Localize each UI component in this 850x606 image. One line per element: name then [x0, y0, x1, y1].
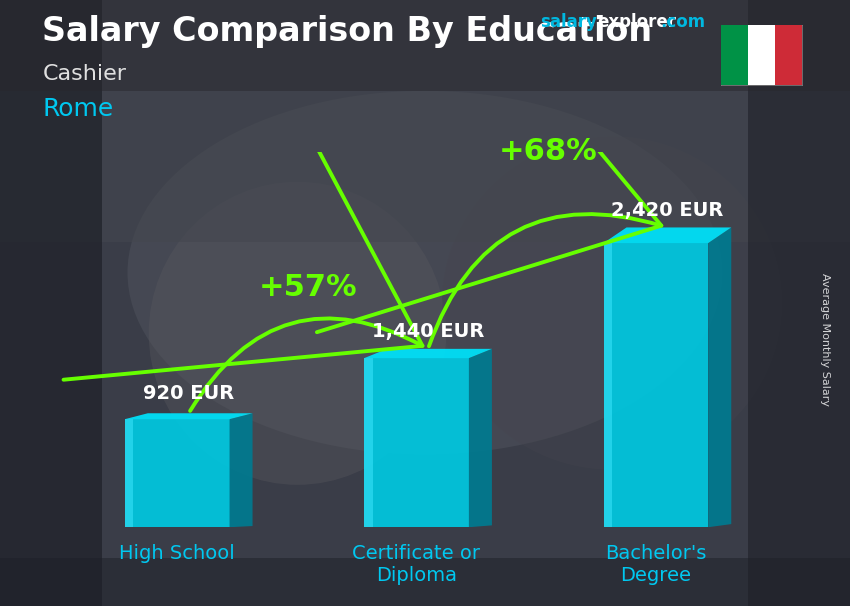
Text: .com: .com [660, 13, 706, 32]
Bar [748, 25, 774, 85]
FancyArrowPatch shape [317, 0, 661, 346]
Text: Salary Comparison By Education: Salary Comparison By Education [42, 15, 653, 48]
Bar [0, 0, 850, 91]
Text: explorer: explorer [598, 13, 677, 32]
Polygon shape [604, 243, 612, 527]
Text: Rome: Rome [42, 97, 114, 121]
Text: Cashier: Cashier [42, 64, 127, 84]
Polygon shape [125, 413, 252, 419]
Polygon shape [364, 349, 492, 358]
Ellipse shape [128, 91, 722, 454]
Polygon shape [708, 227, 731, 527]
Polygon shape [364, 358, 372, 527]
Text: +57%: +57% [259, 273, 358, 302]
Polygon shape [125, 419, 133, 527]
FancyArrowPatch shape [64, 27, 422, 411]
Ellipse shape [149, 182, 446, 485]
Polygon shape [125, 419, 230, 527]
Text: 920 EUR: 920 EUR [143, 384, 235, 403]
Text: 2,420 EUR: 2,420 EUR [611, 201, 723, 220]
Polygon shape [230, 413, 252, 527]
Bar [774, 25, 802, 85]
Text: +68%: +68% [498, 137, 597, 166]
Bar [748, 0, 850, 606]
Polygon shape [469, 349, 492, 527]
Polygon shape [604, 243, 708, 527]
Polygon shape [604, 227, 731, 243]
Bar [0, 0, 102, 606]
Bar [721, 25, 748, 85]
Bar [0, 558, 850, 606]
Text: 1,440 EUR: 1,440 EUR [371, 322, 484, 341]
Ellipse shape [442, 136, 782, 470]
Bar [0, 0, 850, 242]
Text: salary: salary [540, 13, 597, 32]
Polygon shape [364, 358, 469, 527]
Text: Average Monthly Salary: Average Monthly Salary [820, 273, 830, 406]
